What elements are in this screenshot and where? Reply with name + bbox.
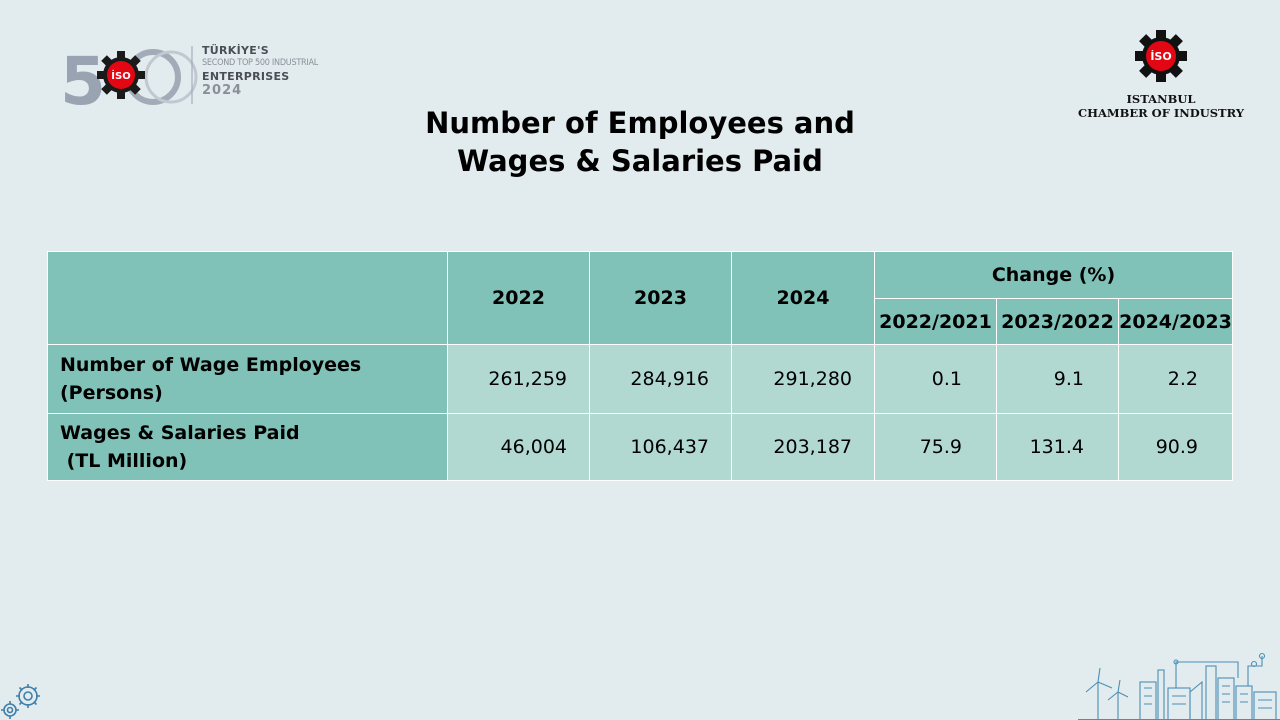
header-year-2022: 2022 [447, 251, 590, 345]
cell-wages-chg-2024: 90.9 [1118, 413, 1233, 481]
header-year-2023: 2023 [589, 251, 732, 345]
table-row-wages: Wages & Salaries Paid (TL Million) 46,00… [47, 413, 1233, 481]
top500-logo-graphic: 5 İSO [60, 43, 198, 112]
iso-name-line2: CHAMBER OF INDUSTRY [1077, 106, 1245, 120]
cell-employees-chg-2024: 2.2 [1118, 344, 1233, 414]
cell-employees-2022: 261,259 [447, 344, 590, 414]
svg-text:İSO: İSO [111, 68, 130, 82]
header-change-2023-2022: 2023/2022 [996, 298, 1119, 345]
gears-decoration-icon [1, 684, 40, 719]
slide-title: Number of Employees and Wages & Salaries… [0, 104, 1280, 180]
iso-chamber-logo: İSO ISTANBUL CHAMBER OF INDUSTRY [1076, 30, 1246, 120]
factory-skyline-decoration-icon [1078, 652, 1280, 720]
row-label-line2: (Persons) [60, 382, 163, 404]
top500-logo-text: TÜRKİYE'S SECOND TOP 500 INDUSTRIAL ENTE… [202, 45, 331, 97]
cell-employees-2024: 291,280 [731, 344, 875, 414]
row-label-employees: Number of Wage Employees (Persons) [47, 344, 448, 414]
header-empty-cell [47, 251, 448, 345]
logo-line-turkiyes: TÜRKİYE'S [202, 44, 269, 57]
iso-gear-icon: İSO [1135, 30, 1187, 82]
table-row-employees: Number of Wage Employees (Persons) 261,2… [47, 344, 1233, 414]
slide-title-line1: Number of Employees and [425, 106, 855, 140]
cell-wages-2023: 106,437 [589, 413, 732, 481]
top500-logo: 5 İSO TÜRKİYE'S SECOND TOP 500 INDUSTRIA… [60, 42, 320, 112]
cell-employees-2023: 284,916 [589, 344, 732, 414]
cell-wages-2022: 46,004 [447, 413, 590, 481]
header-year-2024: 2024 [731, 251, 875, 345]
row-label-line1: Wages & Salaries Paid [60, 422, 300, 444]
svg-text:İSO: İSO [1150, 49, 1171, 63]
cell-employees-chg-2023: 9.1 [996, 344, 1119, 414]
cell-wages-chg-2022: 75.9 [874, 413, 997, 481]
employees-wages-table: 2022 2023 2024 Change (%) 2022/2021 2023… [47, 251, 1233, 481]
header-change-2024-2023: 2024/2023 [1118, 298, 1233, 345]
slide-title-line2: Wages & Salaries Paid [457, 144, 823, 178]
header-change: Change (%) [874, 251, 1233, 299]
header-change-2022-2021: 2022/2021 [874, 298, 997, 345]
cell-wages-2024: 203,187 [731, 413, 875, 481]
iso-chamber-name: ISTANBUL CHAMBER OF INDUSTRY [1076, 92, 1246, 120]
row-label-line1: Number of Wage Employees [60, 354, 362, 376]
iso-name-line1: ISTANBUL [1126, 92, 1196, 106]
row-label-line2: (TL Million) [60, 450, 188, 472]
cell-employees-chg-2022: 0.1 [874, 344, 997, 414]
cell-wages-chg-2023: 131.4 [996, 413, 1119, 481]
logo-line-enterprises: ENTERPRISES [202, 70, 290, 83]
logo-line-second-top: SECOND TOP 500 INDUSTRIAL [202, 58, 319, 68]
logo-line-year: 2024 [202, 83, 243, 98]
row-label-wages: Wages & Salaries Paid (TL Million) [47, 413, 448, 481]
